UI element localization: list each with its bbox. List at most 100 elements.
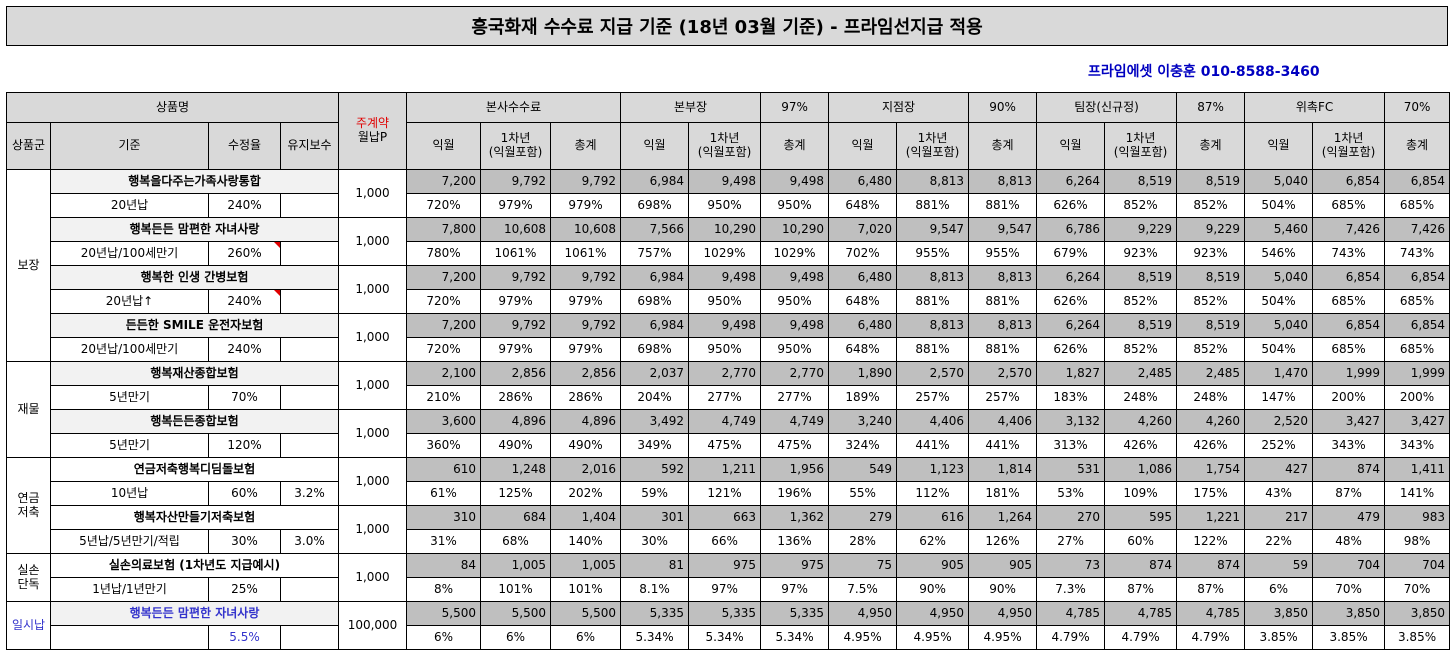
- header-product: 상품명: [6, 92, 339, 123]
- header-sub-total: 총계: [968, 122, 1038, 170]
- amount-cell: 7,200: [406, 265, 481, 290]
- pct-cell: 504%: [1244, 289, 1314, 314]
- amount-cell: 9,498: [760, 169, 830, 194]
- amount-cell: 81: [620, 553, 690, 578]
- rate-cell: 70%: [208, 385, 281, 410]
- table-row: 행복든든종합보험 1,000 3,600 4,896 4,896 3,492 4,749 4,…: [7, 409, 1451, 458]
- pct-cell: 685%: [1384, 337, 1451, 362]
- amount-cell: 10,290: [760, 217, 830, 242]
- amount-cell: 9,498: [688, 265, 762, 290]
- pct-cell: 881%: [896, 337, 970, 362]
- amount-cell: 8,813: [896, 313, 970, 338]
- amount-cell: 9,498: [760, 313, 830, 338]
- table-row: 보장 행복을다주는가족사랑통합 1,000 7,200 9,792 9,792 6,984 9…: [6, 169, 1451, 362]
- amount-cell: 3,427: [1384, 409, 1451, 434]
- pct-cell: 7.5%: [828, 577, 898, 602]
- rate-cell: 25%: [208, 577, 281, 602]
- pct-cell: 1029%: [688, 241, 762, 266]
- pct-cell: 720%: [406, 337, 481, 362]
- pct-cell: 504%: [1244, 193, 1314, 218]
- amount-cell: 9,792: [480, 313, 551, 338]
- amount-cell: 1,814: [968, 457, 1038, 482]
- pct-cell: 200%: [1384, 385, 1451, 410]
- group-cell: 일시납: [6, 601, 51, 650]
- amount-cell: 1,248: [480, 457, 551, 482]
- premium-cell: 1,000: [338, 217, 407, 266]
- header-hq: 본사수수료: [405, 92, 622, 123]
- pct-cell: 87%: [1176, 577, 1246, 602]
- pct-cell: 122%: [1176, 529, 1246, 554]
- pct-cell: 720%: [406, 193, 481, 218]
- pct-cell: 97%: [688, 577, 762, 602]
- amount-cell: 5,040: [1244, 169, 1314, 194]
- pct-cell: 6%: [549, 625, 622, 650]
- page-title: 흥국화재 수수료 지급 기준 (18년 03월 기준) - 프라임선지급 적용: [6, 6, 1448, 46]
- pct-cell: 125%: [480, 481, 551, 506]
- pct-cell: 648%: [828, 289, 898, 314]
- amount-cell: 4,785: [1104, 601, 1178, 626]
- pct-cell: 141%: [1384, 481, 1451, 506]
- header-fc: 위촉FC: [1244, 92, 1386, 123]
- premium-cell: 1,000: [338, 265, 407, 314]
- pct-cell: 126%: [968, 529, 1038, 554]
- pct-cell: 109%: [1104, 481, 1178, 506]
- contact-info: 프라임에셋 이충훈 010-8588-3460: [1088, 64, 1320, 80]
- table-row: 연금 저축 연금저축행복디딤돌보험 1,000 610 1,248 2,016 592 1,21…: [6, 457, 1451, 554]
- amount-cell: 427: [1244, 457, 1314, 482]
- pct-cell: 955%: [968, 241, 1038, 266]
- pct-cell: 66%: [688, 529, 762, 554]
- amount-cell: 2,520: [1244, 409, 1314, 434]
- pct-cell: 504%: [1244, 337, 1314, 362]
- amount-cell: 4,785: [1176, 601, 1246, 626]
- amount-cell: 8,813: [968, 313, 1038, 338]
- pct-cell: 43%: [1244, 481, 1314, 506]
- header-sub-total: 총계: [549, 122, 622, 170]
- maint-cell: [280, 241, 339, 266]
- pct-cell: 257%: [968, 385, 1038, 410]
- amount-cell: 6,786: [1036, 217, 1106, 242]
- amount-cell: 4,406: [896, 409, 970, 434]
- pct-cell: 852%: [1104, 289, 1178, 314]
- pct-cell: 979%: [480, 337, 551, 362]
- amount-cell: 479: [1312, 505, 1386, 530]
- basis-cell: 20년납/100세만기: [50, 337, 209, 362]
- pct-cell: 59%: [620, 481, 690, 506]
- pct-cell: 923%: [1104, 241, 1178, 266]
- table-row: 행복든든 맘편한 자녀사랑 1,000 7,800 10,608 10,608 7,566…: [7, 217, 1451, 266]
- premium-cell: 1,000: [338, 505, 407, 554]
- amount-cell: 5,040: [1244, 313, 1314, 338]
- group-cell: 보장: [6, 169, 51, 362]
- pct-cell: 202%: [549, 481, 622, 506]
- amount-cell: 595: [1104, 505, 1178, 530]
- header-weekly: 주계약 월납P: [338, 92, 407, 170]
- amount-cell: 8,813: [968, 169, 1038, 194]
- amount-cell: 75: [828, 553, 898, 578]
- amount-cell: 9,547: [968, 217, 1038, 242]
- premium-cell: 1,000: [338, 409, 407, 458]
- amount-cell: 4,950: [828, 601, 898, 626]
- pct-cell: 852%: [1104, 193, 1178, 218]
- pct-cell: 698%: [620, 193, 690, 218]
- amount-cell: 6,264: [1036, 313, 1106, 338]
- header-team-pct: 87%: [1176, 92, 1246, 123]
- commission-table: 상품명 주계약 월납P 본사수수료 본부장 97% 지점장 90% 팀장(신규정)…: [6, 92, 1451, 650]
- pct-cell: 648%: [828, 337, 898, 362]
- amount-cell: 2,856: [549, 361, 622, 386]
- amount-cell: 310: [406, 505, 481, 530]
- pct-cell: 200%: [1312, 385, 1386, 410]
- table-row: 행복한 인생 간병보험 1,000 7,200 9,792 9,792 6,984 9,49…: [7, 265, 1451, 314]
- pct-cell: 490%: [549, 433, 622, 458]
- amount-cell: 9,498: [688, 313, 762, 338]
- amount-cell: 301: [620, 505, 690, 530]
- pct-cell: 679%: [1036, 241, 1106, 266]
- amount-cell: 5,500: [406, 601, 481, 626]
- pct-cell: 475%: [760, 433, 830, 458]
- header-fc-pct: 70%: [1384, 92, 1451, 123]
- pct-cell: 626%: [1036, 337, 1106, 362]
- header-sub-year1: 1차년 (익월포함): [1312, 122, 1386, 170]
- pct-cell: 743%: [1312, 241, 1386, 266]
- amount-cell: 684: [480, 505, 551, 530]
- pct-cell: 4.79%: [1176, 625, 1246, 650]
- header-sub-year1-line2: (익월포함): [488, 145, 543, 159]
- header-boss-pct: 97%: [760, 92, 830, 123]
